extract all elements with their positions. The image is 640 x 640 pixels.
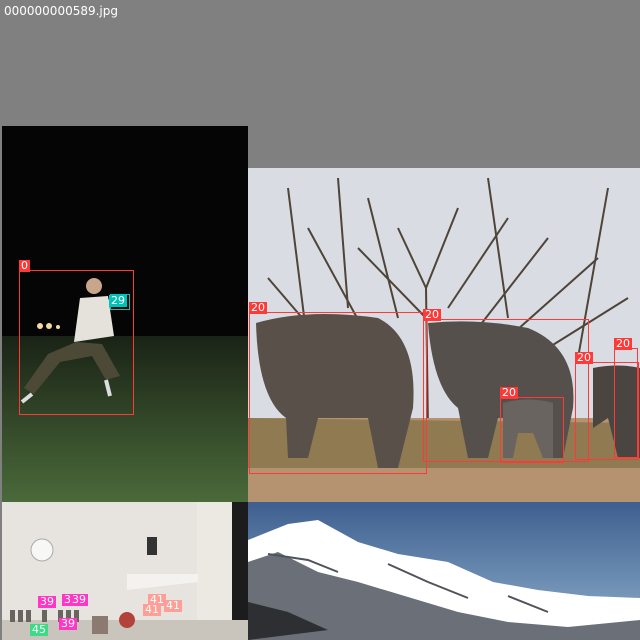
- kitchen-detection-label-2: 39: [59, 618, 77, 630]
- elephant-herd-photo: 20 20 20 20 20: [248, 168, 640, 502]
- person-detection-label: 0: [19, 260, 30, 272]
- person-detection-box: [19, 270, 134, 415]
- night-field-photo: 0 29: [2, 126, 248, 502]
- kitchen-detection-label-7: 41: [164, 600, 182, 612]
- elephant-detection-box-3: [500, 397, 564, 463]
- elephant-detection-label-2: 20: [423, 309, 441, 321]
- elephant-detection-label-5: 20: [614, 338, 632, 350]
- elephant-detection-label-4: 20: [575, 352, 593, 364]
- filename-label: 000000000589.jpg: [4, 4, 118, 18]
- elephant-detection-box-5: [614, 348, 638, 458]
- kitchen-photo: 39 39 3 39 41 41 41 45: [2, 502, 248, 640]
- glove-detection-label: 29: [109, 295, 127, 307]
- elephant-detection-label-1: 20: [249, 302, 267, 314]
- elephant-detection-label-3: 20: [500, 387, 518, 399]
- kitchen-detection-label-6: 41: [143, 604, 161, 616]
- kitchen-detection-label-4: 39: [70, 594, 88, 606]
- snowy-mountains-photo: [248, 502, 640, 640]
- kitchen-detection-label-8: 45: [30, 624, 48, 636]
- kitchen-detection-label-1: 39: [38, 596, 56, 608]
- elephant-detection-box-1: [249, 312, 427, 474]
